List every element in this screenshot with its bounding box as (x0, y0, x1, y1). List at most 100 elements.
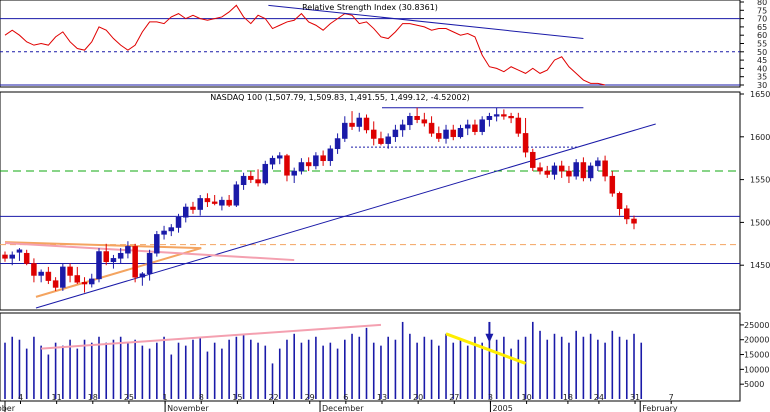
candle-body (240, 175, 247, 185)
candle-body (125, 246, 131, 254)
volume-bars (4, 321, 643, 399)
candle-body (96, 251, 102, 280)
candle (38, 269, 44, 283)
candle-body (515, 117, 522, 134)
month-label: 2005 (492, 404, 512, 412)
x-tick-label: 6 (343, 393, 348, 402)
candle (219, 196, 225, 211)
candle (313, 152, 319, 170)
candle-body (291, 170, 297, 176)
candle-body (501, 114, 507, 117)
candle (190, 201, 196, 214)
candle (486, 112, 493, 127)
rsi-frame (0, 0, 741, 88)
candle (566, 165, 572, 184)
candle-body (52, 280, 59, 288)
price-tick-label: 1500 (750, 218, 770, 227)
candle (226, 195, 232, 207)
x-tick-label: 3 (488, 393, 493, 402)
candle (125, 241, 131, 259)
candle-body (566, 170, 572, 177)
candle-body (327, 148, 334, 162)
candle-body (385, 136, 391, 144)
candle-body (248, 175, 254, 180)
rsi-tick-label: 65 (757, 23, 767, 32)
candle-body (595, 160, 601, 167)
rsi-tick-label: 75 (757, 6, 767, 15)
candle (110, 254, 117, 269)
x-tick-label: 7 (669, 393, 674, 402)
price-y-axis: 1450 1500 1550 1600 1650 (740, 90, 770, 270)
candle-body (551, 165, 558, 175)
candle-body (67, 266, 73, 276)
candle-body (276, 155, 283, 159)
candle (392, 124, 399, 142)
candle (52, 277, 59, 291)
candle-body (399, 124, 406, 131)
candle-body (117, 252, 124, 259)
candle-body (298, 162, 305, 172)
candle-body (537, 167, 543, 172)
x-tick-label: 20 (413, 393, 423, 402)
volume-tick-label: 25000 (744, 321, 769, 330)
candle (443, 124, 449, 144)
candle (349, 111, 355, 130)
candle (530, 148, 536, 172)
candle (515, 112, 522, 137)
candle-body (16, 249, 23, 253)
candle (276, 152, 283, 165)
candle-body (31, 263, 37, 276)
candlesticks (2, 107, 637, 293)
candle-body (110, 258, 117, 263)
candle (31, 258, 37, 283)
candle (334, 133, 341, 154)
candle-body (183, 206, 189, 218)
candle-body (161, 230, 167, 235)
candle-body (349, 122, 355, 127)
candle (616, 191, 623, 216)
candle (291, 167, 297, 184)
candle-body (370, 129, 377, 139)
x-tick-label: 13 (377, 393, 387, 402)
candle-body (190, 206, 196, 210)
candle-body (457, 127, 464, 138)
candle-body (450, 129, 457, 138)
candle (501, 109, 507, 120)
x-tick-label: 18 (563, 393, 573, 402)
candle-body (544, 170, 550, 175)
candle (595, 157, 601, 172)
candle-body (609, 175, 616, 194)
volume-frame (0, 312, 741, 402)
rsi-tick-label: 50 (757, 48, 767, 57)
x-tick-label: 4 (18, 393, 23, 402)
candle (544, 165, 550, 178)
candle-body (472, 124, 478, 132)
candle (457, 124, 464, 139)
candle (248, 171, 254, 184)
month-label: November (167, 404, 209, 412)
candle (305, 157, 312, 172)
candle (9, 251, 15, 266)
rsi-trendline (268, 4, 584, 40)
candle (537, 162, 543, 175)
candle (342, 116, 348, 142)
candle-body (334, 138, 341, 150)
candle-body (631, 218, 637, 224)
candle (624, 205, 630, 225)
arrow-head (485, 333, 494, 343)
candle-body (421, 119, 428, 124)
month-label: February (642, 404, 678, 412)
volume-tick-label: 10000 (744, 365, 769, 374)
candle (320, 150, 326, 166)
candle (472, 119, 478, 136)
candle (89, 273, 95, 288)
candle-body (255, 179, 261, 184)
candle-body (616, 193, 623, 209)
volume-pink-trendline (41, 323, 382, 350)
candle (103, 243, 109, 266)
candle (175, 213, 182, 233)
candle-body (530, 151, 536, 168)
candle (132, 243, 138, 283)
candle-body (320, 155, 326, 162)
